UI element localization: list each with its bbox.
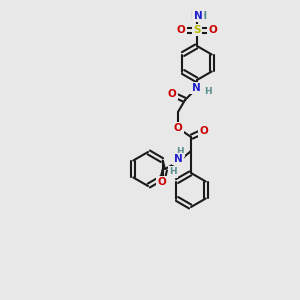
Text: O: O (174, 123, 182, 133)
Text: H: H (190, 11, 198, 21)
Text: O: O (208, 25, 217, 35)
Text: O: O (168, 89, 176, 99)
Text: N: N (194, 11, 202, 21)
Text: H: H (169, 167, 177, 176)
Text: O: O (158, 177, 166, 187)
Text: S: S (193, 25, 201, 35)
Text: O: O (200, 126, 208, 136)
Text: N: N (192, 83, 200, 93)
Text: H: H (176, 146, 184, 155)
Text: H: H (198, 11, 206, 21)
Text: N: N (174, 154, 182, 164)
Text: H: H (204, 88, 212, 97)
Text: O: O (177, 25, 185, 35)
